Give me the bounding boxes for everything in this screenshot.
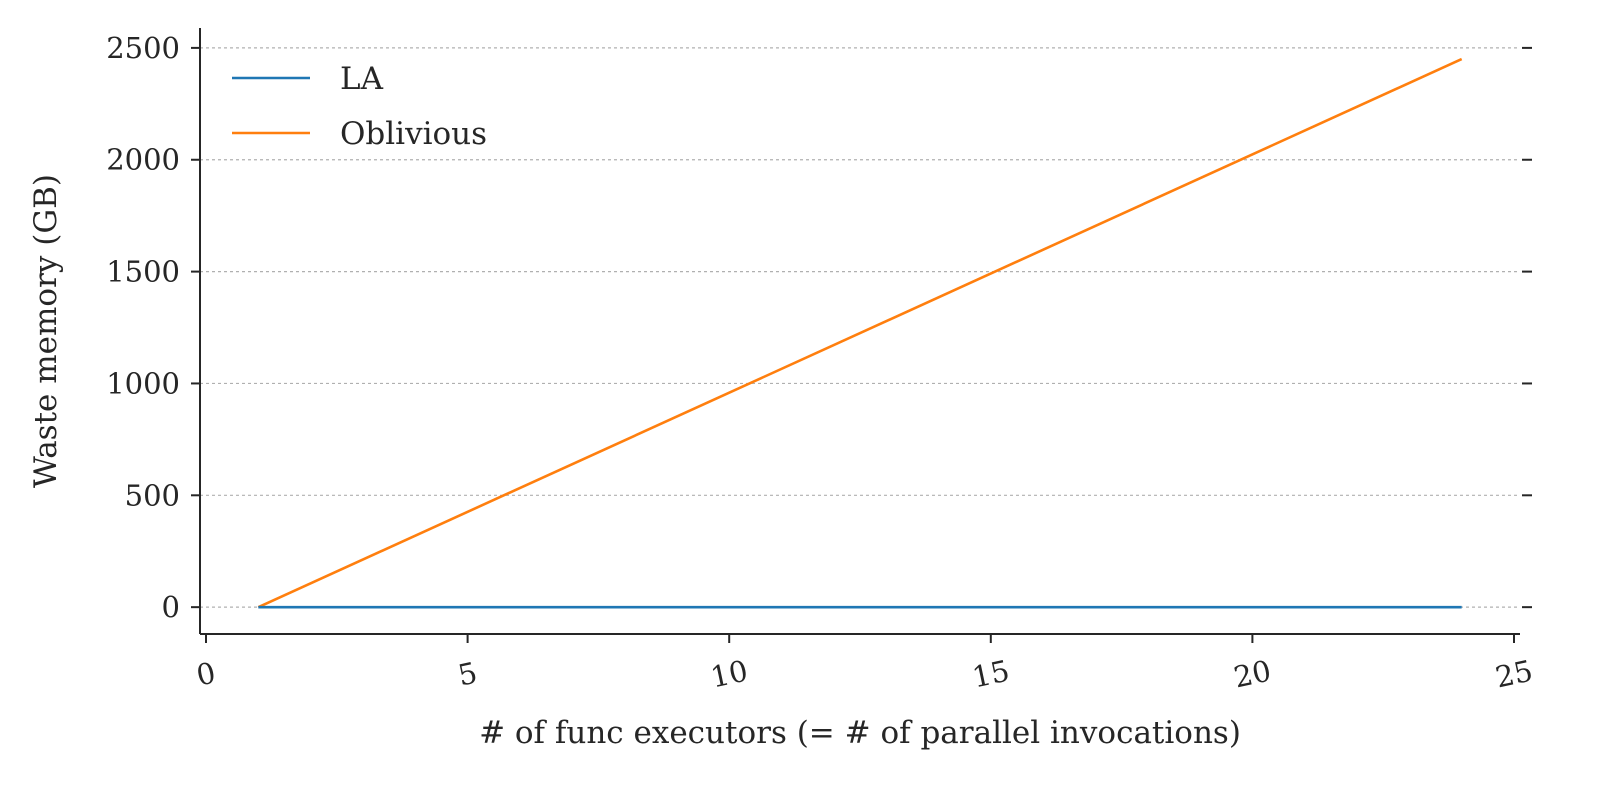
x-tick-label: 15 [969,654,1012,695]
y-tick-label: 1500 [106,255,180,289]
x-tick-label: 5 [455,655,480,692]
x-tick-label: 10 [708,654,751,695]
series-line [257,57,1463,609]
x-axis-label: # of func executors (= # of parallel inv… [479,715,1241,751]
legend-entry: LA [340,61,384,97]
legend-entry: Oblivious [340,116,487,152]
x-tick-label: 0 [193,655,218,692]
y-tick-label: 1000 [106,366,180,400]
y-tick-label: 500 [125,478,180,512]
axes [191,28,1532,643]
tick-labels: 0 500 1000 1500 2000 2500 0 5 10 15 20 25 [106,31,1535,695]
y-axis-label: Waste memory (GB) [28,174,64,488]
y-tick-label: 2500 [106,31,180,65]
series [257,57,1463,609]
legend: LA Oblivious [232,61,487,152]
y-tick-label: 0 [162,590,180,624]
y-tick-label: 2000 [106,143,180,177]
x-tick-label: 25 [1492,654,1535,695]
x-tick-label: 20 [1231,654,1274,695]
